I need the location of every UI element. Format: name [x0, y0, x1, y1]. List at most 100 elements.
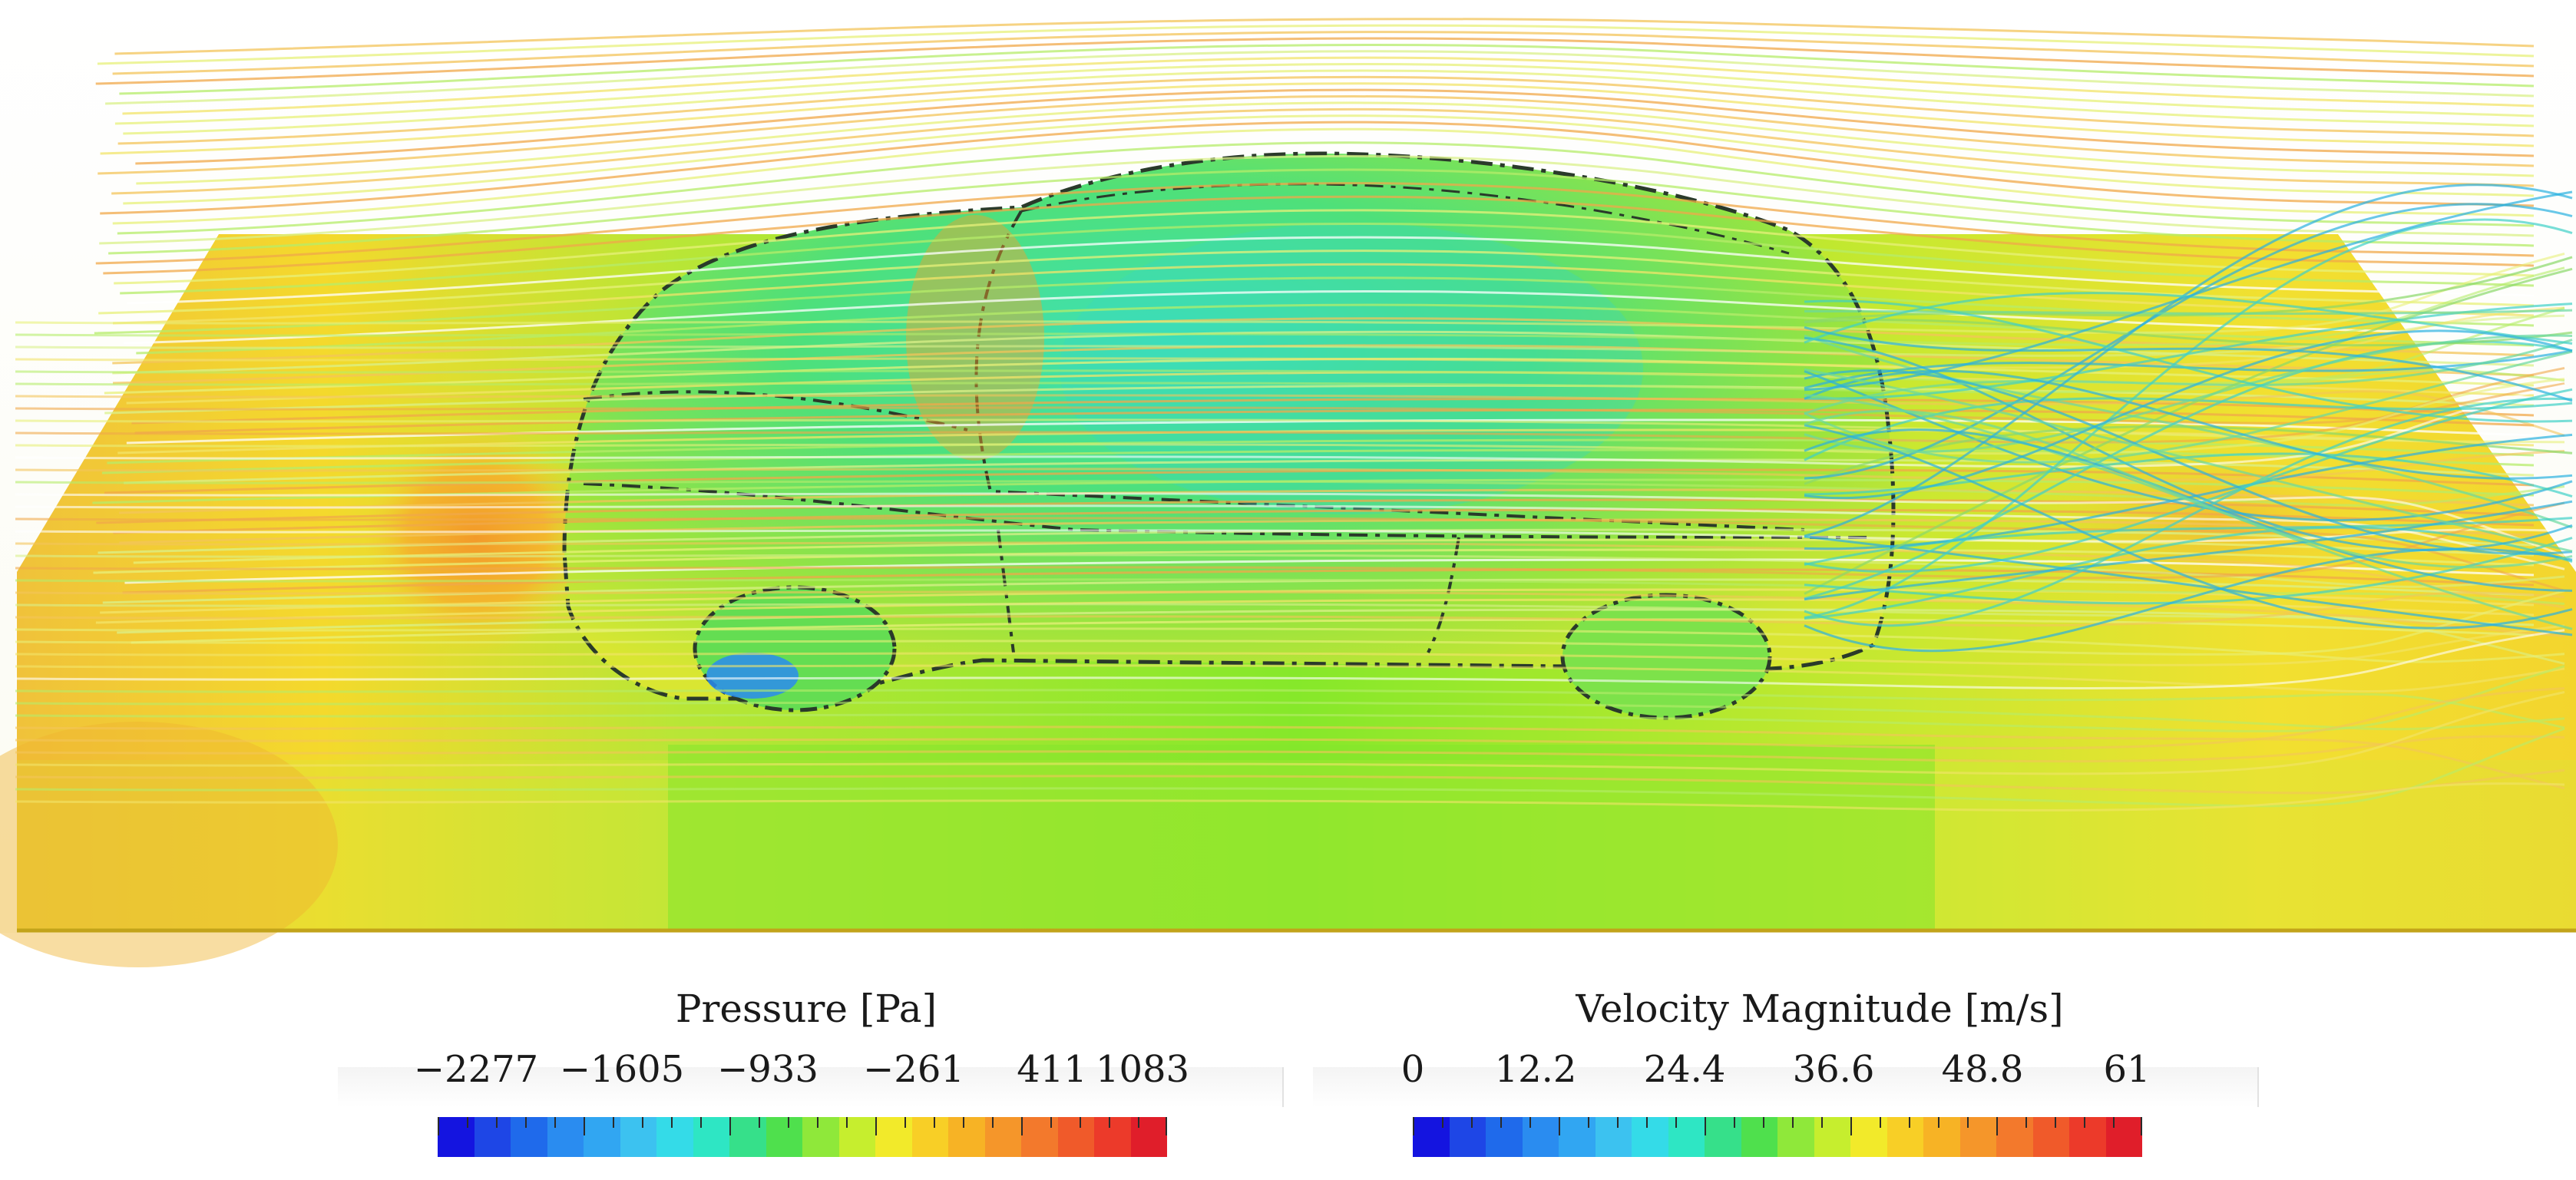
streamline: [15, 578, 2565, 605]
colorbar-tick: [1166, 1117, 1167, 1135]
streamline: [100, 82, 2535, 155]
colorbar-tick: [1617, 1117, 1619, 1128]
tick-label: 1083: [1095, 1048, 1190, 1091]
streamline: [97, 24, 2535, 65]
streamline: [114, 18, 2535, 55]
colorbar-tick: [1138, 1117, 1139, 1128]
streamline: [98, 95, 2535, 175]
streamline: [96, 498, 2535, 524]
streamline: [102, 578, 2535, 604]
pressure-colorbar: [438, 1117, 1167, 1157]
colorbar-segment: [511, 1117, 547, 1157]
wake-streamline: [1804, 218, 2573, 619]
colorbar-tick: [1821, 1117, 1823, 1128]
colorbar-segment: [1632, 1117, 1668, 1157]
wake-streamline: [1804, 397, 2573, 627]
wake-streamline: [1804, 326, 2573, 402]
streamline: [135, 88, 2535, 165]
streamline: [100, 588, 2535, 614]
colorbar-segment: [1996, 1117, 2033, 1157]
roof-line: [1020, 183, 1790, 255]
colorbar-segment: [1486, 1117, 1523, 1157]
streamline: [15, 554, 2565, 588]
colorbar-segment: [1887, 1117, 1923, 1157]
colorbar-segment: [948, 1117, 985, 1157]
streamline: [117, 141, 2535, 235]
streamline: [112, 127, 2535, 225]
colorbar-tick: [992, 1117, 994, 1128]
streamline: [117, 75, 2535, 145]
colorbar-tick: [700, 1117, 702, 1128]
colorbar-tick: [1413, 1117, 1414, 1135]
streamline: [127, 236, 2535, 305]
wake-streamline: [1804, 433, 2573, 550]
colorbar-segment: [1057, 1117, 1094, 1157]
streamline: [15, 689, 2565, 729]
streamline: [15, 603, 2565, 665]
tick-label: −1605: [559, 1048, 685, 1091]
streamline: [15, 306, 2565, 385]
streamline: [123, 69, 2535, 135]
streamline: [15, 449, 2565, 481]
streamline: [15, 390, 2565, 437]
streamline: [15, 624, 2565, 666]
streamline: [119, 43, 2535, 95]
streamline: [111, 107, 2535, 195]
streamline: [15, 480, 2565, 507]
colorbar-tick: [1442, 1117, 1443, 1128]
colorbar-tick: [1500, 1117, 1502, 1128]
colorbar-tick: [1967, 1117, 1969, 1128]
colorbar-segment: [1021, 1117, 1058, 1157]
streamline: [114, 209, 2535, 285]
colorbar-tick: [2113, 1117, 2115, 1128]
colorbar-tick: [904, 1117, 906, 1128]
colorbar-tick: [2141, 1117, 2142, 1135]
colorbar-tick: [1471, 1117, 1473, 1128]
streamline: [100, 121, 2535, 215]
streamline: [15, 492, 2565, 557]
colorbar-tick: [1734, 1117, 1735, 1128]
streamline: [131, 397, 2535, 425]
colorbar-segment: [875, 1117, 912, 1157]
colorbar-tick: [788, 1117, 789, 1128]
colorbar-tick: [613, 1117, 614, 1128]
colorbar-segment: [474, 1117, 511, 1157]
streamline: [15, 590, 2565, 656]
colorbar-tick: [2084, 1117, 2085, 1128]
tick-label: 24.4: [1643, 1048, 1726, 1091]
wake-streamline: [1804, 537, 2573, 605]
wake-streamline: [1804, 267, 2573, 595]
legend-title: Velocity Magnitude [m/s]: [1576, 987, 2064, 1031]
wake-streamline: [1804, 535, 2573, 636]
streamline: [15, 664, 2565, 692]
streamline: [98, 528, 2535, 554]
wake-streamline: [1804, 329, 2573, 500]
colorbar-segment: [766, 1117, 802, 1157]
colorbar-segment: [911, 1117, 948, 1157]
colorbar-tick: [1792, 1117, 1794, 1128]
colorbar-tick: [1938, 1117, 1939, 1128]
streamline: [123, 114, 2535, 205]
colorbar-tick: [642, 1117, 643, 1128]
colorbar-tick: [817, 1117, 818, 1128]
colorbar-segment: [1130, 1117, 1167, 1157]
colorbar-tick: [1588, 1117, 1589, 1128]
colorbar-tick: [963, 1117, 964, 1128]
streamline: [15, 735, 2565, 763]
tick-label: 36.6: [1792, 1048, 1875, 1091]
wake-streamline: [1804, 424, 2573, 630]
streamline: [15, 782, 2565, 811]
wake-streamline: [1804, 388, 2573, 573]
tick-label: 61: [2103, 1048, 2151, 1091]
colorbar-segment: [1705, 1117, 1741, 1157]
colorbar-tick: [584, 1117, 585, 1135]
streamline: [126, 418, 2535, 445]
colorbar-segment: [1814, 1117, 1850, 1157]
streamline: [15, 665, 2565, 732]
wake-streamline: [1804, 409, 2573, 569]
colorbar-tick: [1850, 1117, 1852, 1135]
colorbar-segment: [438, 1117, 475, 1157]
streamline: [131, 618, 2535, 644]
legend-backdrop: [1313, 1067, 2259, 1107]
legend-backdrop: [338, 1067, 1284, 1107]
